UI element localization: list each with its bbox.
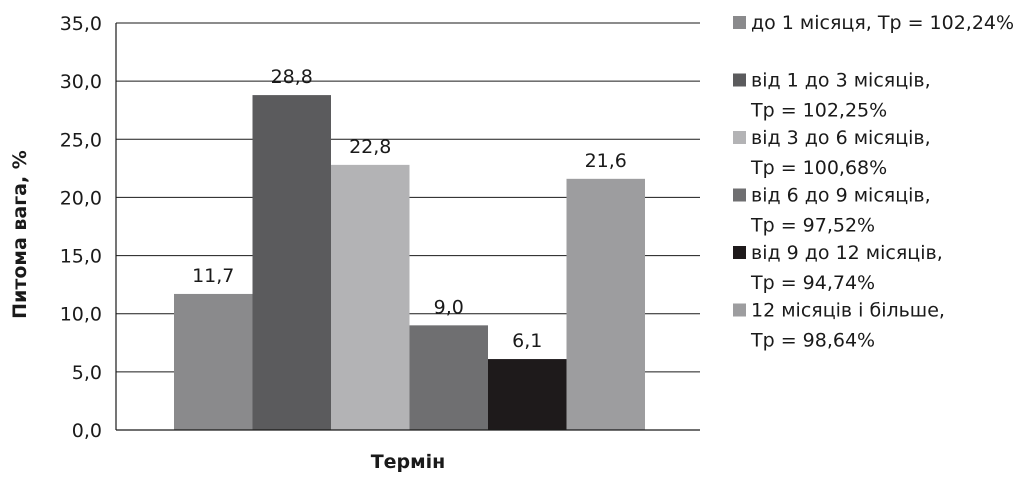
data-label: 22,8 — [349, 136, 391, 158]
legend-label: Тр = 94,74% — [750, 272, 875, 294]
data-label: 28,8 — [271, 66, 313, 88]
legend-swatch — [733, 303, 746, 317]
axes: 0,0 5,0 10,0 15,0 20,0 25,0 30,0 35,0 Термін Пито… — [9, 13, 700, 473]
data-label: 6,1 — [512, 330, 542, 352]
bar — [174, 293, 253, 430]
legend-label: від 6 до 9 місяців, — [751, 185, 931, 207]
y-tick-label: 5,0 — [72, 362, 102, 384]
bar — [488, 359, 567, 430]
bar — [566, 178, 645, 430]
y-tick-label: 20,0 — [60, 187, 102, 209]
legend-label: від 9 до 12 місяців, — [751, 242, 943, 264]
y-tick-label: 35,0 — [60, 13, 102, 35]
legend-swatch — [733, 73, 746, 87]
x-axis-title: Термін — [371, 451, 446, 473]
legend-label: Тр = 97,52% — [750, 215, 875, 237]
y-tick-label: 25,0 — [60, 129, 102, 151]
legend-label: від 3 до 6 місяців, — [751, 127, 931, 149]
legend-label: до 1 місяця, Тр = 102,24% — [751, 12, 1014, 34]
legend-swatch — [733, 188, 746, 202]
legend-swatch — [733, 246, 746, 259]
legend-label: Тр = 100,68% — [750, 157, 887, 179]
data-label: 9,0 — [434, 296, 464, 318]
legend-swatch — [733, 131, 746, 144]
y-axis-title: Питома вага, % — [9, 150, 31, 319]
data-label: 21,6 — [585, 150, 627, 172]
bar — [409, 325, 488, 430]
legend: до 1 місяця, Тр = 102,24% від 1 до 3 міся… — [733, 12, 1014, 352]
data-label: 11,7 — [192, 265, 234, 287]
bars: 11,7 28,8 22,8 9,0 6,1 21,6 — [174, 66, 645, 431]
legend-label: Тр = 102,25% — [750, 100, 887, 122]
bar — [252, 95, 331, 431]
bar — [331, 164, 410, 430]
legend-label: Тр = 98,64% — [750, 330, 875, 352]
y-tick-label: 15,0 — [60, 246, 102, 268]
legend-swatch — [733, 16, 746, 29]
legend-label: від 1 до 3 місяців, — [751, 70, 931, 92]
legend-label: 12 місяців і більше, — [751, 300, 945, 322]
y-tick-label: 0,0 — [72, 420, 102, 442]
y-tick-label: 30,0 — [60, 71, 102, 93]
y-tick-label: 10,0 — [60, 304, 102, 326]
